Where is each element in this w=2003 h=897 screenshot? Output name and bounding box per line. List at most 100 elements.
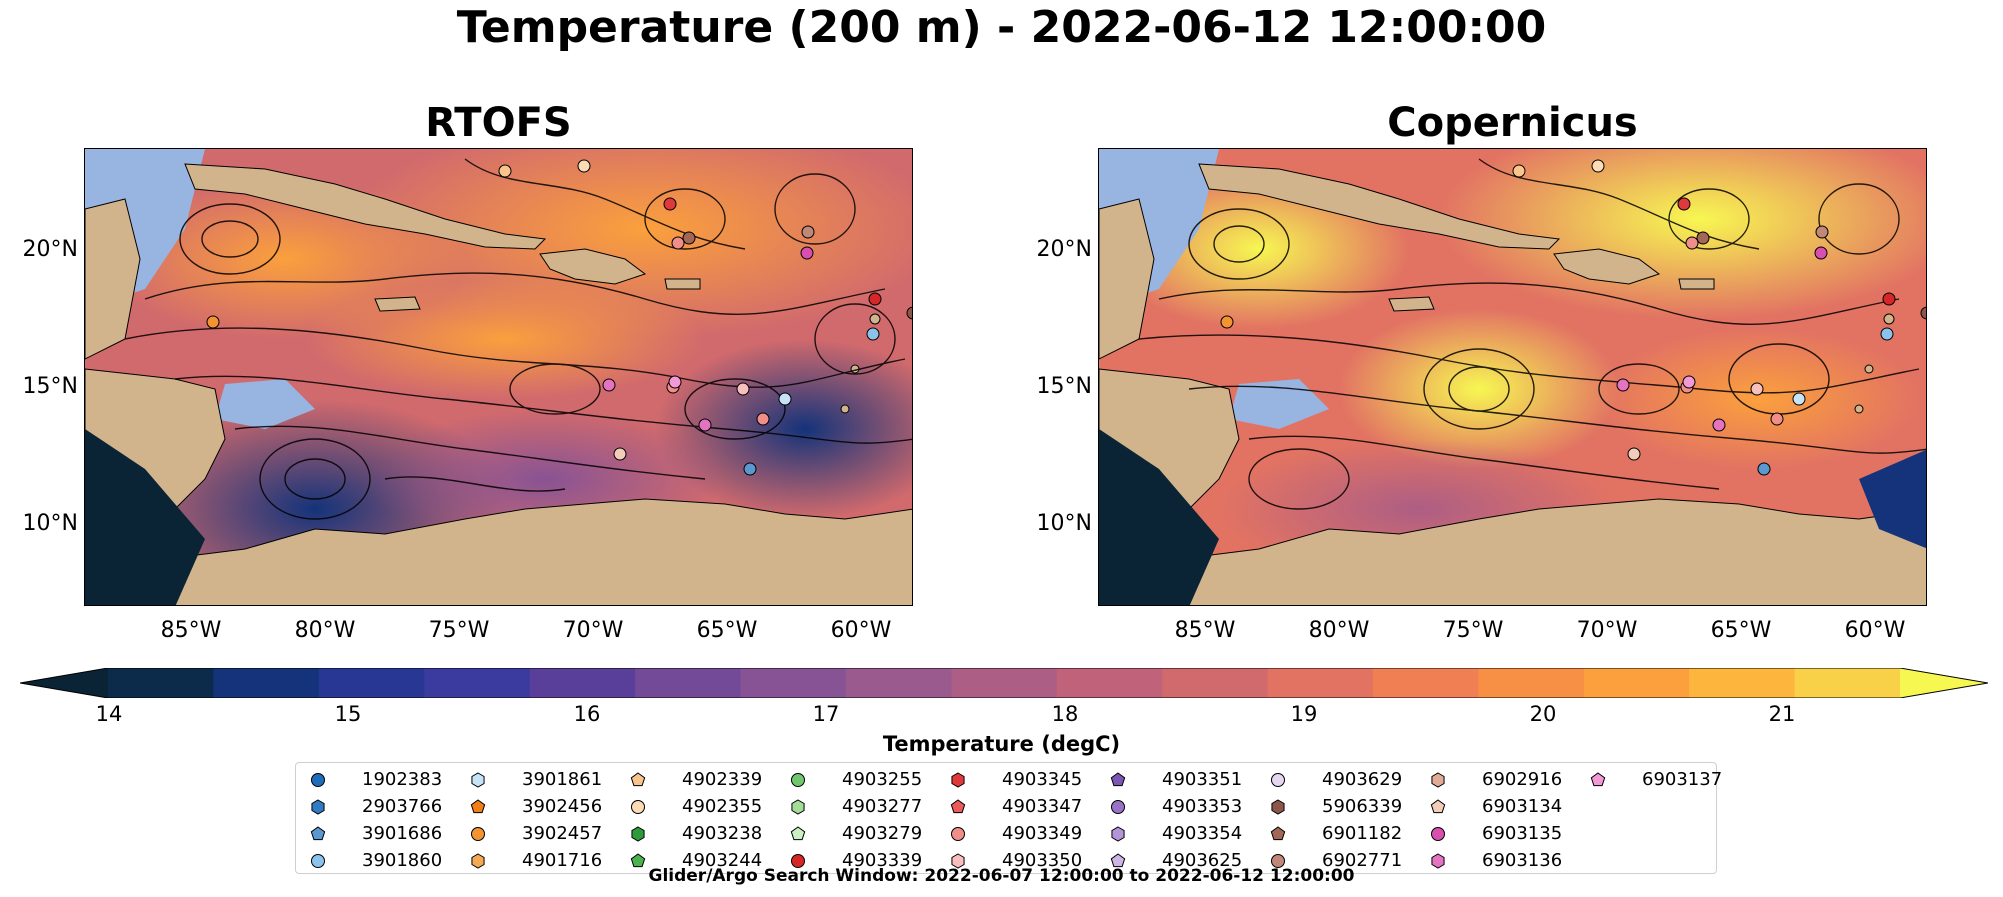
colorbar-segment — [318, 668, 425, 698]
float-circle-marker — [1271, 854, 1285, 868]
colorbar-segment — [424, 668, 531, 698]
lat-tick-label: 20°N — [22, 237, 78, 262]
colorbar-segment — [1162, 668, 1269, 698]
legend-entry-label: 6902771 — [1322, 850, 1403, 871]
legend-entry-label: 6903135 — [1482, 823, 1563, 844]
float-hexagon-marker — [1431, 853, 1445, 869]
float-hexagon-marker — [631, 826, 645, 842]
legend-entry-label: 1902383 — [362, 769, 443, 790]
lon-tick-label: 65°W — [1710, 618, 1772, 643]
float-pentagon-marker — [310, 826, 326, 841]
colorbar-segment — [1689, 668, 1796, 698]
legend-entry-label: 4903629 — [1322, 769, 1403, 790]
float-hexagon-marker — [1111, 826, 1125, 842]
legend-entry-label: 4903354 — [1162, 823, 1243, 844]
legend-entry-label: 4903353 — [1162, 796, 1243, 817]
float-pentagon-marker — [1590, 772, 1606, 787]
lon-tick-label: 80°W — [1308, 618, 1370, 643]
float-legend: 1902383 2903766 3901686 3901860 3901861 39024… — [295, 762, 1722, 874]
float-pentagon-marker — [1110, 853, 1126, 868]
legend-entry-label: 6901182 — [1322, 823, 1403, 844]
colorbar-tick-label: 20 — [1529, 702, 1557, 726]
legend-entry-label: 4903244 — [682, 850, 763, 871]
float-circle-marker — [311, 854, 325, 868]
search-window-caption: Glider/Argo Search Window: 2022-06-07 12… — [648, 866, 1355, 886]
float-hexagon-marker — [471, 853, 485, 869]
float-hexagon-marker — [951, 853, 965, 869]
legend-entry-label: 6903136 — [1482, 850, 1563, 871]
float-circle-marker — [1111, 800, 1125, 814]
float-circle-marker — [311, 773, 325, 787]
float-hexagon-marker — [311, 799, 325, 815]
legend-entry-label: 4903625 — [1162, 850, 1243, 871]
legend-entry-label: 4901716 — [522, 850, 603, 871]
lon-tick-label: 70°W — [1576, 618, 1638, 643]
float-pentagon-marker — [790, 826, 806, 841]
lon-tick-label: 60°W — [830, 618, 892, 643]
legend-entry-label: 5906339 — [1322, 796, 1403, 817]
figure-title: Temperature (200 m) - 2022-06-12 12:00:0… — [456, 2, 1547, 53]
float-hexagon-marker — [471, 772, 485, 788]
colorbar-segment — [1478, 668, 1585, 698]
legend-entry-label: 6903134 — [1482, 796, 1563, 817]
float-hexagon-marker — [1271, 799, 1285, 815]
float-pentagon-marker — [1430, 799, 1446, 814]
lon-tick-label: 60°W — [1844, 618, 1906, 643]
legend-entry-label: 4903345 — [1002, 769, 1083, 790]
colorbar-under-triangle — [20, 668, 108, 698]
float-circle-marker — [471, 827, 485, 841]
colorbar — [20, 668, 1988, 698]
lat-tick-label: 15°N — [1036, 374, 1092, 399]
legend-entry-label: 4902355 — [682, 796, 763, 817]
lon-tick-label: 80°W — [294, 618, 356, 643]
float-pentagon-marker — [470, 799, 486, 814]
colorbar-tick-label: 19 — [1290, 702, 1318, 726]
float-circle-marker — [631, 800, 645, 814]
lat-tick-label: 15°N — [22, 374, 78, 399]
float-circle-marker — [791, 773, 805, 787]
legend-entry-label: 4903350 — [1002, 850, 1083, 871]
colorbar-segment — [845, 668, 952, 698]
colorbar-segment — [1583, 668, 1690, 698]
colorbar-label: Temperature (degC) — [882, 732, 1121, 756]
panel-title-copernicus: Copernicus — [1387, 100, 1638, 146]
float-hexagon-marker — [1431, 772, 1445, 788]
legend-entry-label: 3902457 — [522, 823, 603, 844]
float-pentagon-marker — [1270, 826, 1286, 841]
float-circle-marker — [1271, 773, 1285, 787]
float-hexagon-marker — [791, 799, 805, 815]
legend-entry-label: 4903277 — [842, 796, 923, 817]
float-pentagon-marker — [950, 799, 966, 814]
colorbar-tick-label: 17 — [812, 702, 840, 726]
legend-entry-label: 6902916 — [1482, 769, 1563, 790]
legend-entry-label: 4903351 — [1162, 769, 1243, 790]
legend-entry-label: 3901861 — [522, 769, 603, 790]
colorbar-segment — [635, 668, 741, 698]
colorbar-segment — [951, 668, 1058, 698]
float-pentagon-marker — [630, 772, 646, 787]
legend-entry-label: 3902456 — [522, 796, 603, 817]
lat-tick-label: 10°N — [1036, 511, 1092, 536]
panel-title-rtofs: RTOFS — [425, 100, 572, 146]
colorbar-segment — [1372, 668, 1479, 698]
float-circle-marker — [791, 854, 805, 868]
colorbar-segment — [1267, 668, 1374, 698]
legend-entry-label: 3901686 — [362, 823, 443, 844]
map-rtofs — [84, 148, 913, 606]
colorbar-segment — [1056, 668, 1163, 698]
colorbar-segment — [740, 668, 847, 698]
float-hexagon-marker — [951, 772, 965, 788]
colorbar-tick-label: 16 — [573, 702, 601, 726]
colorbar-segment — [108, 668, 214, 698]
lon-tick-label: 85°W — [1174, 618, 1236, 643]
float-circle-marker — [1431, 827, 1445, 841]
colorbar-segment — [529, 668, 636, 698]
legend-entry-label: 4903339 — [842, 850, 923, 871]
lon-tick-label: 70°W — [562, 618, 624, 643]
colorbar-over-triangle — [1900, 668, 1988, 698]
colorbar-segment — [1794, 668, 1901, 698]
legend-entry-label: 4903347 — [1002, 796, 1083, 817]
lon-tick-label: 65°W — [696, 618, 758, 643]
colorbar-segment — [213, 668, 320, 698]
lat-tick-label: 10°N — [22, 511, 78, 536]
